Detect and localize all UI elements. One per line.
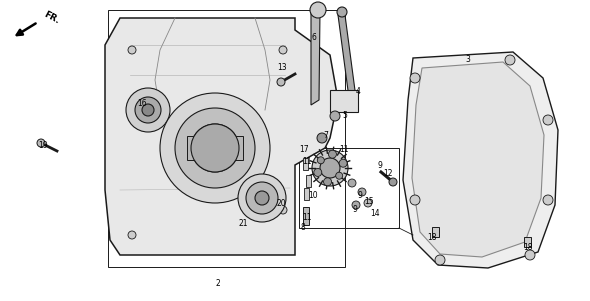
Circle shape [358, 188, 366, 196]
Text: 13: 13 [277, 64, 287, 73]
Circle shape [323, 178, 332, 186]
Circle shape [505, 55, 515, 65]
Text: 5: 5 [343, 110, 348, 119]
Text: 11: 11 [302, 157, 312, 166]
Polygon shape [338, 15, 356, 98]
Text: 11: 11 [302, 213, 312, 222]
Circle shape [330, 111, 340, 121]
Bar [304, 188, 309, 200]
Circle shape [142, 104, 154, 116]
Text: 6: 6 [312, 33, 316, 42]
Circle shape [543, 115, 553, 125]
Circle shape [320, 158, 340, 178]
Circle shape [352, 201, 360, 209]
Circle shape [410, 73, 420, 83]
Bar [108, 10, 345, 267]
Circle shape [317, 133, 327, 143]
Text: 9: 9 [378, 162, 382, 170]
Circle shape [191, 124, 239, 172]
Circle shape [525, 250, 535, 260]
Text: 10: 10 [308, 191, 318, 200]
Bar [432, 227, 439, 237]
Text: 15: 15 [364, 197, 374, 206]
Circle shape [277, 78, 285, 86]
Text: 3: 3 [466, 55, 470, 64]
Circle shape [543, 195, 553, 205]
Bar [330, 90, 358, 112]
Circle shape [160, 93, 270, 203]
Circle shape [317, 157, 324, 164]
Text: 9: 9 [353, 206, 358, 215]
Polygon shape [403, 52, 558, 268]
Text: 21: 21 [238, 219, 248, 228]
Text: 18: 18 [427, 234, 437, 243]
Text: 17: 17 [299, 145, 309, 154]
Text: 11: 11 [339, 145, 349, 154]
Circle shape [364, 199, 372, 207]
Circle shape [135, 97, 161, 123]
Polygon shape [311, 10, 320, 105]
Bar [306, 175, 311, 187]
Polygon shape [105, 18, 338, 255]
Circle shape [175, 108, 255, 188]
Circle shape [310, 2, 326, 18]
Text: 20: 20 [276, 198, 286, 207]
Bar [299, 148, 399, 228]
Text: 19: 19 [38, 141, 48, 150]
Circle shape [246, 182, 278, 214]
Circle shape [336, 172, 343, 179]
Bar [303, 207, 309, 225]
Circle shape [348, 179, 356, 187]
Circle shape [435, 255, 445, 265]
Circle shape [191, 124, 239, 172]
Circle shape [128, 231, 136, 239]
Circle shape [279, 46, 287, 54]
Text: 8: 8 [301, 224, 306, 232]
Text: 7: 7 [323, 132, 329, 141]
Bar [524, 237, 531, 247]
Text: 9: 9 [358, 191, 362, 200]
Circle shape [37, 139, 45, 147]
Text: 12: 12 [384, 169, 393, 178]
Circle shape [312, 150, 348, 186]
Text: 14: 14 [370, 209, 380, 219]
Text: 18: 18 [523, 244, 533, 253]
Circle shape [339, 159, 347, 167]
Text: 2: 2 [215, 280, 221, 288]
Bar [303, 158, 308, 170]
Circle shape [410, 195, 420, 205]
Circle shape [126, 88, 170, 132]
Circle shape [238, 174, 286, 222]
Bar [187, 136, 243, 160]
Text: FR.: FR. [42, 10, 61, 26]
Circle shape [337, 7, 347, 17]
Polygon shape [412, 62, 544, 257]
Circle shape [329, 150, 336, 158]
Circle shape [279, 206, 287, 214]
Text: 4: 4 [356, 88, 360, 97]
Circle shape [255, 191, 269, 205]
Circle shape [314, 169, 322, 176]
Text: 16: 16 [137, 98, 147, 107]
Circle shape [389, 178, 397, 186]
Circle shape [128, 46, 136, 54]
